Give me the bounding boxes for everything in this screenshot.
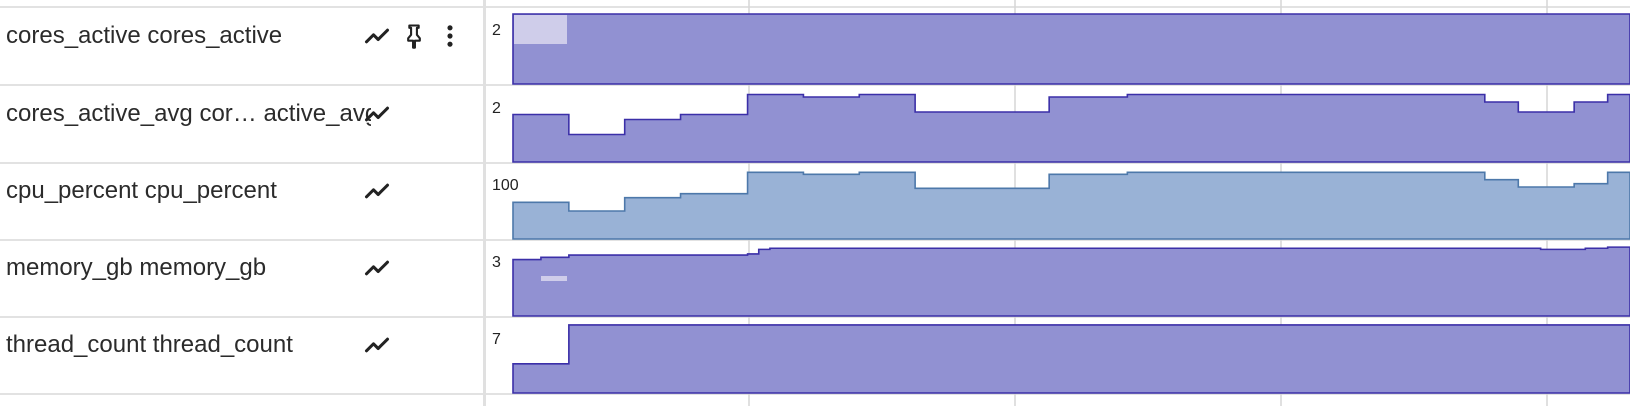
y-axis-max-label: 3 xyxy=(492,254,501,271)
series-area-cores_active_avg xyxy=(512,93,1630,163)
trend-icon[interactable] xyxy=(363,177,391,205)
metric-row[interactable]: memory_gb memory_gb 3 xyxy=(0,240,1630,318)
series-area-cores_active xyxy=(512,13,1630,85)
trend-icon[interactable] xyxy=(363,254,391,282)
y-axis-max-label: 7 xyxy=(492,331,501,348)
series-area-thread_count xyxy=(512,324,1630,394)
metric-name: cores_active cores_active xyxy=(6,22,283,49)
selection-highlight xyxy=(541,276,567,281)
trend-icon[interactable] xyxy=(363,100,391,128)
y-axis-max-label: 100 xyxy=(492,177,519,194)
metric-row[interactable]: cores_active cores_active 2 xyxy=(0,8,1630,86)
series-area-memory_gb xyxy=(512,246,1630,317)
y-axis-max-label: 2 xyxy=(492,22,501,39)
more-vert-icon[interactable] xyxy=(436,22,464,50)
top-border xyxy=(0,6,1630,8)
metric-row[interactable]: cpu_percent cpu_percent 100 xyxy=(0,163,1630,241)
trend-icon[interactable] xyxy=(363,331,391,359)
column-divider[interactable] xyxy=(483,0,486,406)
series-area-cpu_percent xyxy=(512,171,1630,240)
metric-name: cpu_percent cpu_percent xyxy=(6,177,277,204)
metric-row[interactable]: thread_count thread_count 7 xyxy=(0,317,1630,395)
metric-name: memory_gb memory_gb xyxy=(6,254,267,281)
metric-name: cores_active_avg cor… active_avg xyxy=(6,100,371,127)
pin-icon[interactable] xyxy=(400,22,428,50)
y-axis-max-label: 2 xyxy=(492,100,501,117)
selection-highlight xyxy=(514,15,567,44)
trend-icon[interactable] xyxy=(363,22,391,50)
metric-row[interactable]: cores_active_avg cor… active_avg 2 xyxy=(0,86,1630,164)
metric-name: thread_count thread_count xyxy=(6,331,293,358)
